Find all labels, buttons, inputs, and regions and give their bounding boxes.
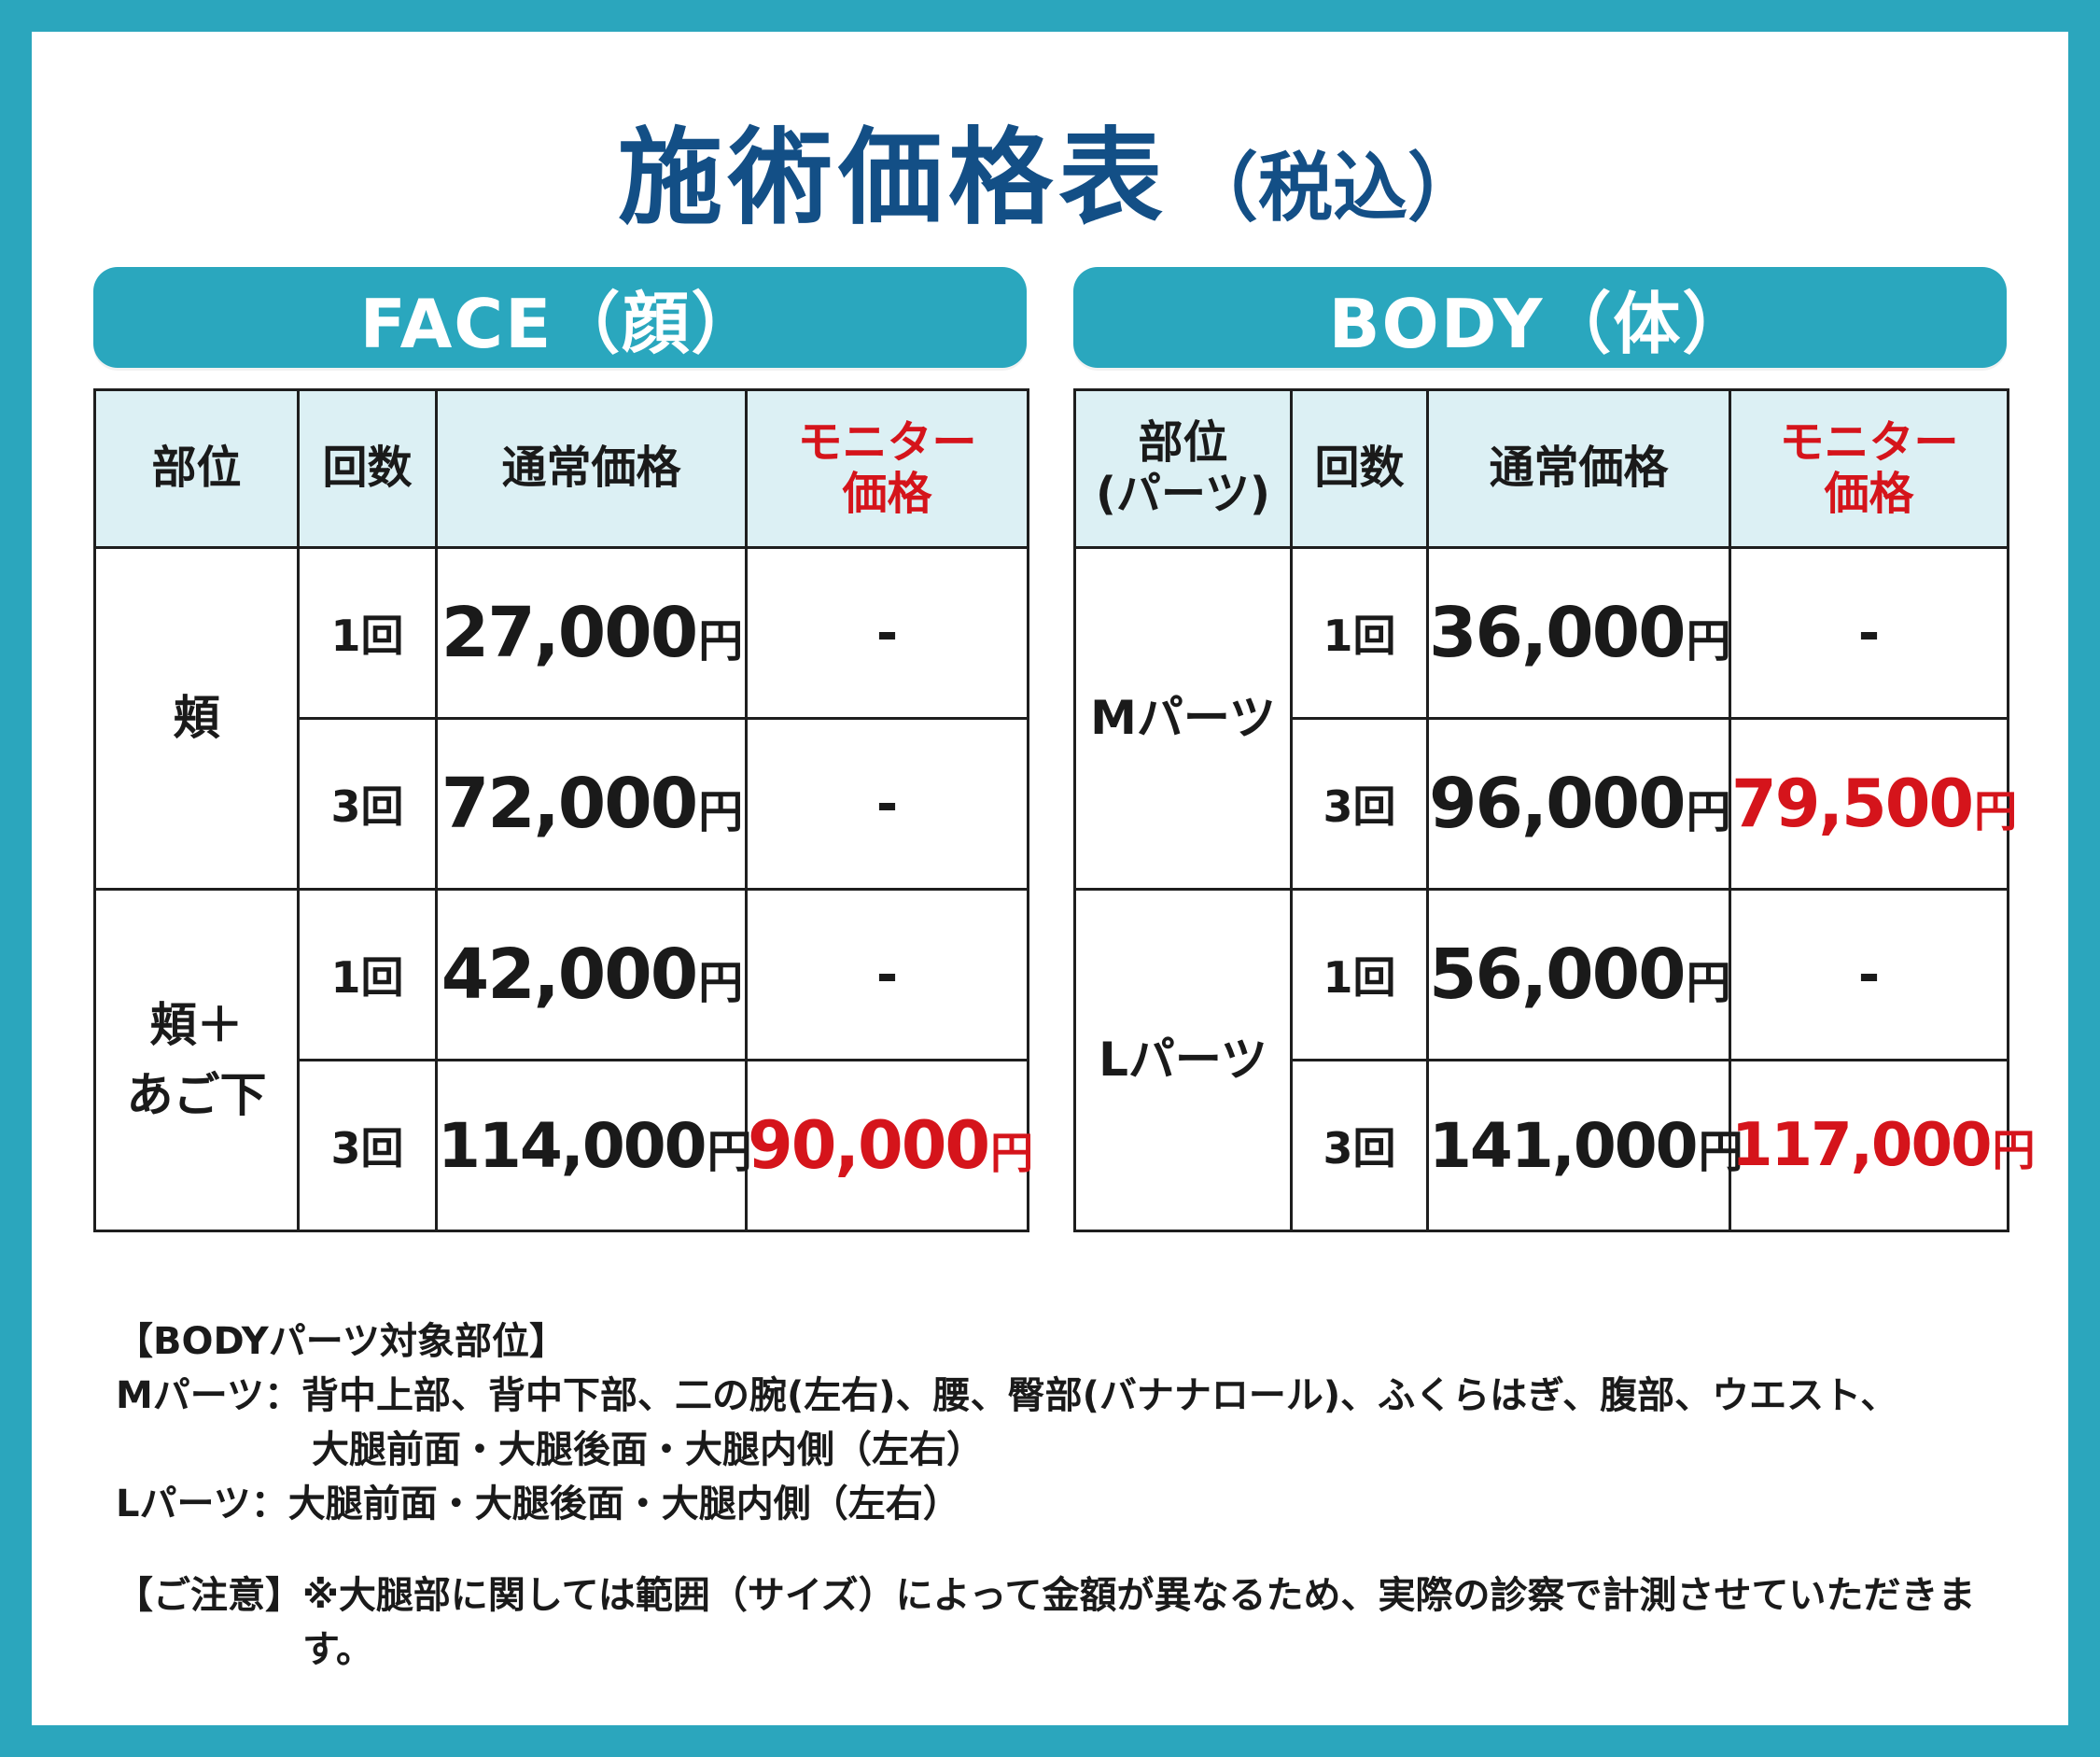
title-main: 施術価格表 xyxy=(618,118,1169,239)
title-tax-included: （税込） xyxy=(1183,145,1482,232)
regular-price-cell: 72,000円 xyxy=(435,717,748,891)
count-cell: 1回 xyxy=(297,888,438,1061)
table-row: 頬＋ あご下 1回 42,000円 - xyxy=(93,888,1029,1232)
header-part-line1: 部位 xyxy=(1138,415,1228,469)
count-cell: 3回 xyxy=(297,1059,438,1232)
regular-price-cell: 42,000円 xyxy=(435,888,748,1061)
table-row: 3回 72,000円 - xyxy=(95,717,1029,891)
part-cell: 頬＋ あご下 xyxy=(93,888,300,1232)
regular-price-cell: 27,000円 xyxy=(435,546,748,720)
regular-price-cell: 56,000円 xyxy=(1426,888,1731,1061)
header-monitor-line2: 価格 xyxy=(842,468,932,520)
regular-price-cell: 96,000円 xyxy=(1426,717,1731,891)
caution-text: ※大腿部に関しては範囲（サイズ）によって金額が異なるため、実際の診察で計測させて… xyxy=(302,1574,1976,1671)
page-title: 施術価格表 （税込） xyxy=(0,93,2100,245)
monitor-price-value: 117,000 xyxy=(1731,1111,1992,1180)
monitor-price-value: 79,500 xyxy=(1731,766,1974,842)
regular-price-value: 114,000 xyxy=(438,1109,707,1182)
l-parts-list: 大腿前面・大腿後面・大腿内側（左右） xyxy=(287,1483,960,1525)
table-row: Lパーツ 1回 56,000円 - xyxy=(1073,888,2009,1232)
yen-unit: 円 xyxy=(1974,786,2017,836)
yen-unit: 円 xyxy=(1686,786,1731,838)
regular-price-value: 36,000 xyxy=(1429,593,1687,673)
regular-price-cell: 114,000円 xyxy=(435,1059,752,1232)
header-monitor-price: モニター 価格 xyxy=(745,388,1029,549)
monitor-price-cell: 117,000円 xyxy=(1729,1059,2036,1232)
table-header-row: 部位 (パーツ) 回数 通常価格 モニター 価格 xyxy=(1073,388,2009,549)
table-row: 3回 96,000円 79,500円 xyxy=(1075,717,2017,891)
header-monitor-line1: モニター xyxy=(1779,415,1959,469)
header-part: 部位 (パーツ) xyxy=(1073,388,1293,549)
header-monitor-line1: モニター xyxy=(797,415,977,469)
yen-unit: 円 xyxy=(1992,1125,2036,1175)
regular-price-value: 42,000 xyxy=(441,935,699,1015)
monitor-price-cell: - xyxy=(745,717,1029,891)
regular-price-value: 141,000 xyxy=(1429,1109,1699,1182)
m-parts-label: Mパーツ： xyxy=(116,1374,302,1417)
count-cell: 1回 xyxy=(1290,546,1429,720)
yen-unit: 円 xyxy=(698,957,743,1009)
count-cell: 1回 xyxy=(297,546,438,720)
yen-unit: 円 xyxy=(990,1128,1033,1178)
header-count: 回数 xyxy=(1290,388,1429,549)
count-cell: 1回 xyxy=(1290,888,1429,1061)
body-price-table: 部位 (パーツ) 回数 通常価格 モニター 価格 Mパーツ 1回 36,000円… xyxy=(1073,388,2036,1232)
header-monitor-line2: 価格 xyxy=(1824,468,1914,520)
face-price-table: 部位 回数 通常価格 モニター 価格 頬 1回 27,000円 - 3回 72,… xyxy=(93,388,1033,1232)
body-section-heading: BODY（体） xyxy=(1073,267,2007,368)
table-row: 3回 114,000円 90,000円 xyxy=(95,1059,1033,1232)
regular-price-cell: 141,000円 xyxy=(1426,1059,1743,1232)
caution-label: 【ご注意】 xyxy=(116,1574,302,1617)
monitor-price-cell: 79,500円 xyxy=(1729,717,2017,891)
part-cell: Lパーツ xyxy=(1073,888,1293,1232)
yen-unit: 円 xyxy=(707,1125,752,1178)
part-label-line2: あご下 xyxy=(126,1067,267,1122)
part-label-line1: 頬＋ xyxy=(149,997,244,1052)
header-regular-price: 通常価格 xyxy=(1426,388,1731,549)
regular-price-value: 72,000 xyxy=(441,764,699,844)
regular-price-value: 96,000 xyxy=(1429,764,1687,844)
monitor-price-cell: - xyxy=(1729,888,2009,1061)
target-parts-heading: 【BODYパーツ対象部位】 xyxy=(116,1320,567,1363)
monitor-price-cell: - xyxy=(745,546,1029,720)
part-label: 頬 xyxy=(173,691,220,745)
monitor-price-value: 90,000 xyxy=(748,1107,990,1184)
header-part-line2: (パーツ) xyxy=(1096,468,1270,520)
face-section-heading: FACE（顔） xyxy=(93,267,1027,368)
table-header-row: 部位 回数 通常価格 モニター 価格 xyxy=(93,388,1029,549)
yen-unit: 円 xyxy=(1686,615,1731,668)
monitor-price-cell: - xyxy=(745,888,1029,1061)
yen-unit: 円 xyxy=(698,786,743,838)
regular-price-value: 27,000 xyxy=(441,593,699,673)
header-regular-price: 通常価格 xyxy=(435,388,748,549)
notes-section: 【BODYパーツ対象部位】 Mパーツ： 背中上部、背中下部、二の腕(左右)、腰、… xyxy=(116,1314,2029,1677)
part-cell: 頬 xyxy=(93,546,300,891)
yen-unit: 円 xyxy=(698,615,743,668)
table-row: 3回 141,000円 117,000円 xyxy=(1075,1059,2036,1232)
monitor-price-cell: 90,000円 xyxy=(745,1059,1033,1232)
header-monitor-price: モニター 価格 xyxy=(1729,388,2009,549)
count-cell: 3回 xyxy=(1290,1059,1429,1232)
l-parts-note: Lパーツ： 大腿前面・大腿後面・大腿内側（左右） xyxy=(116,1477,2029,1531)
monitor-price-cell: - xyxy=(1729,546,2009,720)
regular-price-cell: 36,000円 xyxy=(1426,546,1731,720)
part-cell: Mパーツ xyxy=(1073,546,1293,891)
m-parts-list: 背中上部、背中下部、二の腕(左右)、腰、臀部(バナナロール)、ふくらはぎ、腹部、… xyxy=(301,1374,1898,1417)
l-parts-label: Lパーツ： xyxy=(116,1483,288,1525)
m-parts-note: Mパーツ： 背中上部、背中下部、二の腕(左右)、腰、臀部(バナナロール)、ふくら… xyxy=(116,1369,2029,1423)
table-row: 頬 1回 27,000円 - xyxy=(93,546,1029,891)
m-parts-list-continued: 大腿前面・大腿後面・大腿内側（左右） xyxy=(312,1428,984,1471)
regular-price-value: 56,000 xyxy=(1429,935,1687,1015)
count-cell: 3回 xyxy=(297,717,438,891)
caution-note: 【ご注意】 ※大腿部に関しては範囲（サイズ）によって金額が異なるため、実際の診察… xyxy=(116,1568,2029,1677)
table-row: Mパーツ 1回 36,000円 - xyxy=(1073,546,2009,891)
header-part: 部位 xyxy=(93,388,300,549)
header-count: 回数 xyxy=(297,388,438,549)
yen-unit: 円 xyxy=(1686,957,1731,1009)
count-cell: 3回 xyxy=(1290,717,1429,891)
